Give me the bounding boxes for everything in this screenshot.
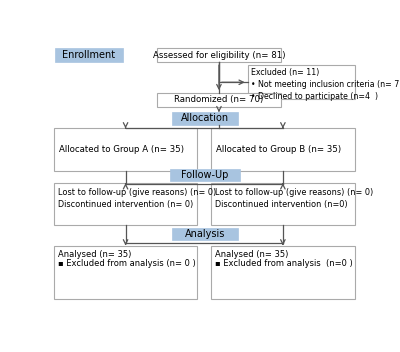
Text: Analysed (n= 35): Analysed (n= 35): [215, 250, 288, 259]
FancyBboxPatch shape: [172, 228, 238, 240]
Text: Analysis: Analysis: [185, 229, 225, 239]
FancyBboxPatch shape: [54, 128, 197, 171]
FancyBboxPatch shape: [54, 246, 197, 300]
Text: Enrollment: Enrollment: [62, 50, 115, 60]
Text: Lost to follow-up (give reasons) (n= 0): Lost to follow-up (give reasons) (n= 0): [58, 188, 216, 197]
FancyBboxPatch shape: [157, 48, 281, 62]
Text: Allocated to Group B (n= 35): Allocated to Group B (n= 35): [216, 145, 341, 154]
Text: Allocation: Allocation: [181, 113, 229, 124]
Text: Allocated to Group A (n= 35): Allocated to Group A (n= 35): [58, 145, 184, 154]
Text: Assessed for eligibility (n= 81): Assessed for eligibility (n= 81): [153, 51, 285, 60]
Text: ▪ Excluded from analysis (n= 0 ): ▪ Excluded from analysis (n= 0 ): [58, 259, 196, 268]
Text: Lost to follow-up (give reasons) (n= 0): Lost to follow-up (give reasons) (n= 0): [215, 188, 373, 197]
FancyBboxPatch shape: [248, 65, 354, 99]
FancyBboxPatch shape: [172, 112, 238, 125]
Text: Excluded (n= 11)
• Not meeting inclusion criteria (n= 7 )
• Declined to particip: Excluded (n= 11) • Not meeting inclusion…: [251, 68, 400, 101]
Text: Randomized (n= 70): Randomized (n= 70): [174, 95, 264, 105]
Text: ▪ Excluded from analysis  (n=0 ): ▪ Excluded from analysis (n=0 ): [215, 259, 353, 268]
Text: Discontinued intervention (n= 0): Discontinued intervention (n= 0): [58, 200, 193, 209]
Text: Analysed (n= 35): Analysed (n= 35): [58, 250, 131, 259]
FancyBboxPatch shape: [211, 128, 354, 171]
FancyBboxPatch shape: [211, 183, 354, 225]
FancyBboxPatch shape: [55, 48, 123, 62]
FancyBboxPatch shape: [170, 169, 240, 181]
Text: Follow-Up: Follow-Up: [181, 170, 229, 180]
FancyBboxPatch shape: [157, 93, 281, 107]
FancyBboxPatch shape: [54, 183, 197, 225]
FancyBboxPatch shape: [211, 246, 354, 300]
Text: Discontinued intervention (n=0): Discontinued intervention (n=0): [215, 200, 348, 209]
